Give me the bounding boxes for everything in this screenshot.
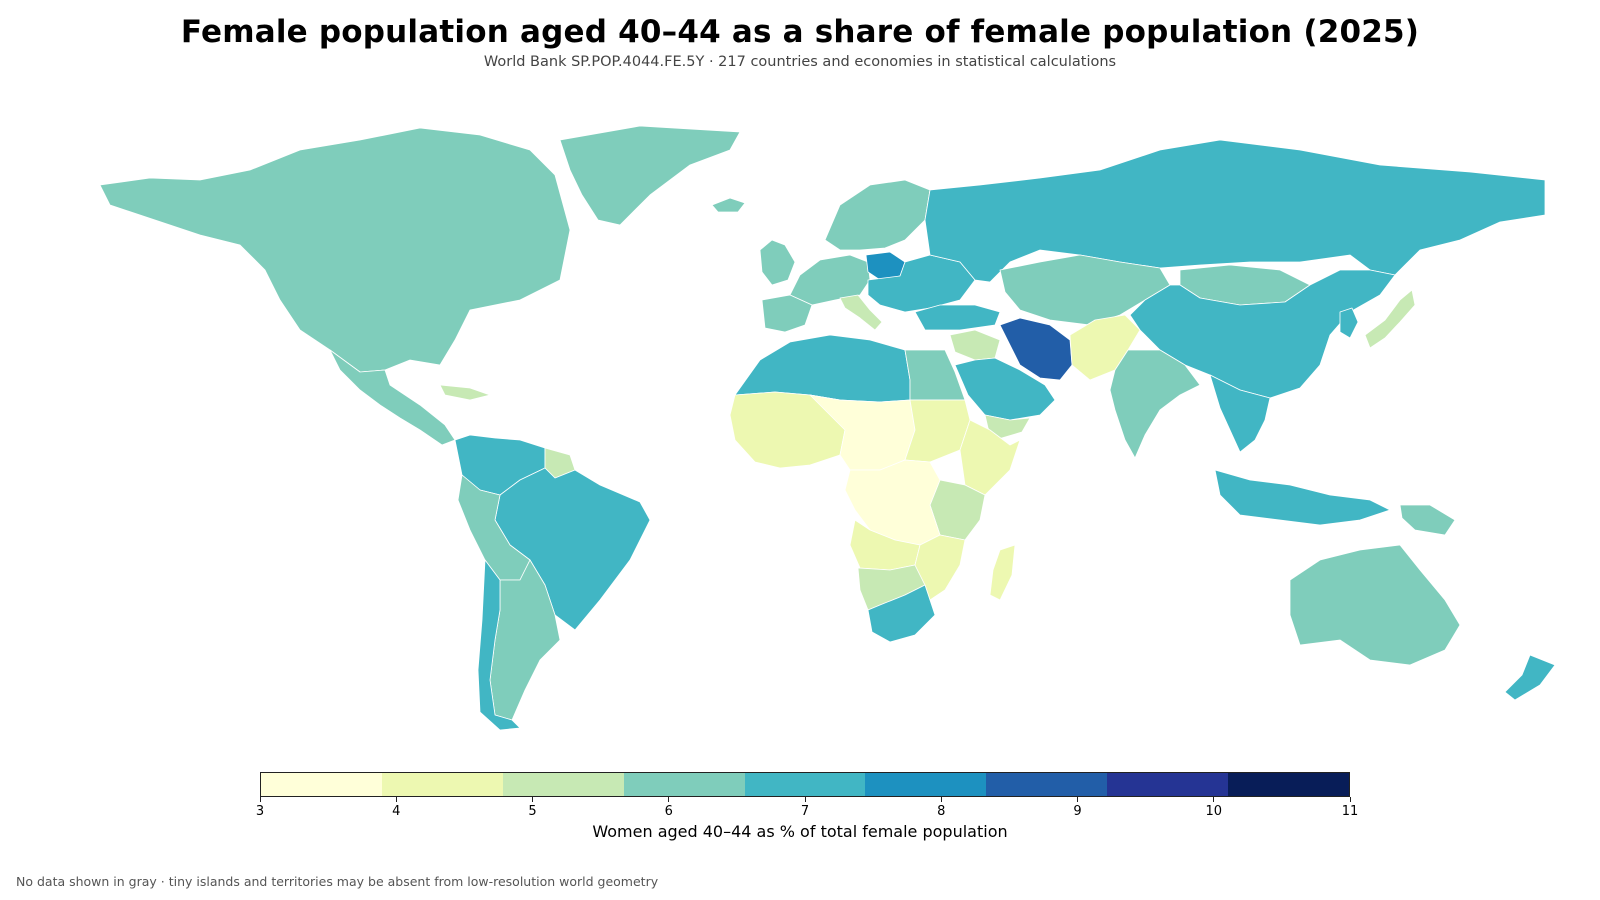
colorbar-tick-label: 8 bbox=[937, 804, 946, 819]
colorbar-tick bbox=[532, 797, 533, 802]
region-north-africa[interactable]: North Africa bbox=[734, 334, 911, 403]
footnote: No data shown in gray · tiny islands and… bbox=[16, 874, 659, 889]
colorbar-segment bbox=[865, 773, 987, 796]
colorbar-tick bbox=[1077, 797, 1078, 802]
colorbar-tick-label: 5 bbox=[528, 804, 537, 819]
colorbar-segment bbox=[623, 773, 745, 796]
region-madagascar[interactable]: Madagascar bbox=[989, 544, 1016, 601]
region-japan[interactable]: Japan bbox=[1364, 289, 1416, 349]
region-chile[interactable]: Chile bbox=[477, 559, 521, 731]
colorbar-segment bbox=[261, 773, 382, 796]
colorbar bbox=[260, 772, 1350, 797]
colorbar-tick bbox=[259, 797, 261, 802]
region-south-africa[interactable]: South Africa bbox=[867, 584, 936, 643]
colorbar-tick bbox=[395, 797, 397, 802]
colorbar-tick bbox=[1213, 797, 1215, 802]
colorbar-tick-label: 10 bbox=[1205, 804, 1223, 819]
colorbar-tick bbox=[804, 797, 806, 802]
region-new-zealand[interactable]: New Zealand bbox=[1504, 654, 1556, 701]
region-korea[interactable]: Korea bbox=[1339, 307, 1359, 339]
region-italy[interactable]: Italy bbox=[839, 294, 883, 331]
colorbar-segment bbox=[986, 773, 1108, 796]
colorbar-segment bbox=[1107, 773, 1229, 796]
region-turkey[interactable]: Turkey bbox=[914, 304, 1001, 331]
colorbar-segment bbox=[744, 773, 866, 796]
region-west-africa[interactable]: West Africa bbox=[729, 391, 846, 469]
colorbar-segment bbox=[1228, 773, 1350, 796]
region-eastern-europe[interactable]: Eastern Europe bbox=[867, 254, 976, 313]
region-yemen[interactable]: Yemen bbox=[984, 414, 1031, 441]
region-egypt[interactable]: Egypt bbox=[904, 349, 966, 401]
colorbar-segment bbox=[502, 773, 624, 796]
region-russia[interactable]: Russia bbox=[924, 139, 1546, 283]
colorbar-tick bbox=[1349, 797, 1351, 802]
region-iceland[interactable]: Iceland bbox=[711, 197, 746, 213]
colorbar-title: Women aged 40–44 as % of total female po… bbox=[592, 822, 1008, 841]
colorbar-tick-label: 3 bbox=[255, 804, 265, 819]
colorbar-tick-label: 6 bbox=[664, 804, 673, 819]
colorbar-tick-label: 7 bbox=[800, 804, 810, 819]
region-iberia[interactable]: Iberia bbox=[761, 294, 813, 333]
region-indonesia[interactable]: Indonesia bbox=[1214, 469, 1391, 526]
region-southeast-asia[interactable]: Southeast Asia bbox=[1209, 374, 1271, 453]
region-mozambique[interactable]: Mozambique bbox=[914, 534, 966, 601]
region-scandinavia[interactable]: Scandinavia bbox=[824, 179, 931, 251]
region-arabian-peninsula[interactable]: Arabian Peninsula bbox=[954, 357, 1056, 421]
world-map: Greenland North America Central America … bbox=[99, 125, 1556, 731]
region-india[interactable]: India bbox=[1109, 349, 1201, 459]
colorbar-segment bbox=[381, 773, 503, 796]
colorbar-tick-label: 4 bbox=[392, 804, 401, 819]
region-levant[interactable]: Levant bbox=[949, 329, 1001, 361]
region-north-america[interactable]: North America bbox=[99, 127, 571, 373]
region-greenland[interactable]: Greenland bbox=[559, 125, 741, 226]
colorbar-tick-label: 11 bbox=[1341, 804, 1359, 819]
region-caribbean[interactable]: Caribbean bbox=[439, 384, 491, 401]
region-iran[interactable]: Iran bbox=[999, 317, 1073, 381]
region-ireland-uk[interactable]: Ireland and UK bbox=[759, 239, 796, 286]
map-title: Female population aged 40–44 as a share … bbox=[180, 14, 1420, 50]
colorbar-tick bbox=[940, 797, 942, 802]
region-australia[interactable]: Australia bbox=[1289, 544, 1461, 666]
colorbar-tick-label: 9 bbox=[1073, 804, 1082, 819]
colorbar-tick bbox=[668, 797, 670, 802]
region-papua-new-guinea[interactable]: Papua New Guinea bbox=[1399, 504, 1456, 536]
map-subtitle: World Bank SP.POP.4044.FE.5Y · 217 count… bbox=[483, 54, 1117, 70]
